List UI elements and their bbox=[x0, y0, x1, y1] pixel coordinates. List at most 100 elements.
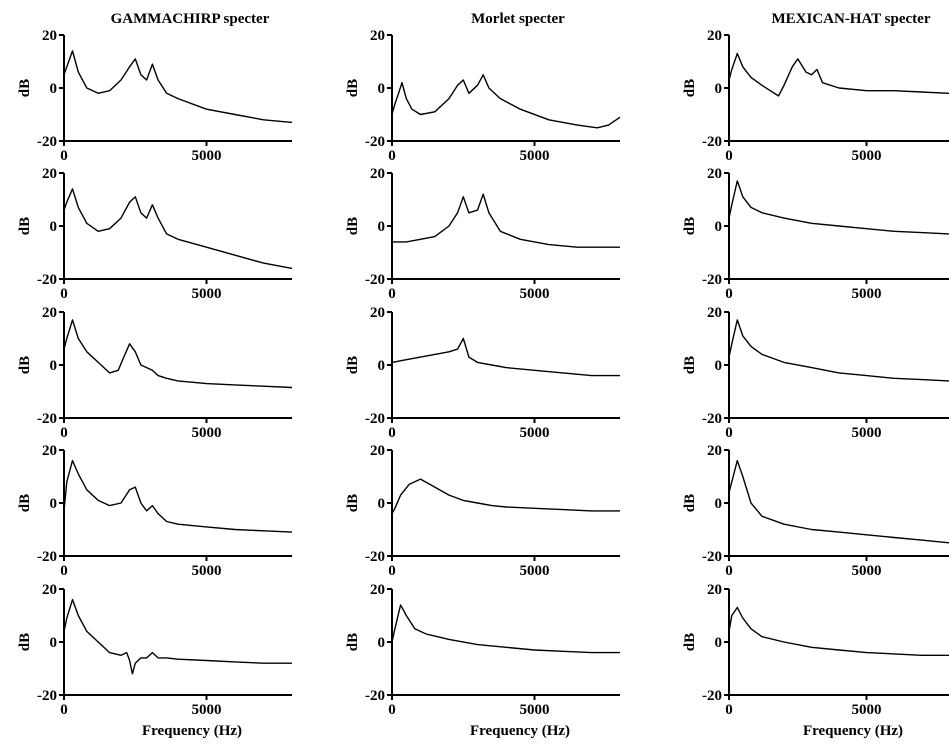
spectrum-line bbox=[63, 319, 293, 389]
spectrum-line bbox=[63, 459, 293, 533]
y-tick-label: 20 bbox=[707, 166, 722, 182]
y-tick-label: -20 bbox=[702, 549, 722, 565]
spectrum-line bbox=[728, 180, 949, 235]
x-tick-label: 5000 bbox=[520, 425, 550, 441]
spectrum-line bbox=[63, 598, 292, 675]
y-tick-label: 20 bbox=[370, 582, 385, 598]
y-tick-label: 20 bbox=[42, 305, 57, 321]
y-tick-label: 20 bbox=[707, 28, 722, 44]
y-axis-label: dB bbox=[17, 494, 33, 512]
y-tick-label: 0 bbox=[50, 219, 58, 235]
y-tick-label: 0 bbox=[378, 358, 386, 374]
y-tick-label: 20 bbox=[42, 443, 57, 459]
y-tick-label: 0 bbox=[50, 496, 58, 512]
x-tick-label: 5000 bbox=[520, 148, 550, 164]
column-title-1: GAMMACHIRP specter bbox=[111, 11, 270, 27]
spectrum-line bbox=[391, 74, 621, 129]
x-tick-label: 5000 bbox=[192, 702, 222, 718]
column-title-2: Morlet specter bbox=[471, 11, 565, 27]
x-tick-label: 5000 bbox=[852, 148, 882, 164]
spectrum-line bbox=[391, 478, 620, 514]
y-tick-label: -20 bbox=[37, 272, 57, 288]
x-tick-label: 0 bbox=[388, 563, 396, 579]
y-tick-label: 0 bbox=[50, 635, 58, 651]
y-tick-label: -20 bbox=[702, 411, 722, 427]
y-axis-label: dB bbox=[345, 356, 361, 374]
spectrum-line bbox=[728, 319, 949, 382]
y-tick-label: -20 bbox=[365, 134, 385, 150]
y-axis-label: dB bbox=[345, 79, 361, 97]
y-tick-label: 20 bbox=[370, 28, 385, 44]
y-tick-label: 20 bbox=[707, 582, 722, 598]
y-tick-label: -20 bbox=[37, 411, 57, 427]
y-tick-label: 0 bbox=[378, 496, 386, 512]
y-tick-label: -20 bbox=[702, 272, 722, 288]
y-axis-label: dB bbox=[682, 217, 698, 235]
y-tick-label: -20 bbox=[365, 411, 385, 427]
y-axis-label: dB bbox=[682, 494, 698, 512]
x-axis-label: Frequency (Hz) bbox=[142, 723, 242, 739]
x-tick-label: 5000 bbox=[852, 425, 882, 441]
x-tick-label: 5000 bbox=[520, 286, 550, 302]
x-tick-label: 0 bbox=[60, 148, 68, 164]
x-tick-label: 0 bbox=[388, 286, 396, 302]
y-axis-label: dB bbox=[682, 79, 698, 97]
x-tick-label: 5000 bbox=[852, 702, 882, 718]
y-tick-label: 0 bbox=[715, 635, 723, 651]
x-tick-label: 5000 bbox=[852, 286, 882, 302]
x-tick-label: 5000 bbox=[192, 563, 222, 579]
y-tick-label: -20 bbox=[702, 688, 722, 704]
y-axis-label: dB bbox=[682, 356, 698, 374]
y-axis-label: dB bbox=[17, 633, 33, 651]
x-axis-label: Frequency (Hz) bbox=[803, 723, 903, 739]
x-tick-label: 0 bbox=[60, 563, 68, 579]
spectrum-line bbox=[63, 188, 293, 270]
x-tick-label: 0 bbox=[725, 148, 733, 164]
y-tick-label: 20 bbox=[42, 28, 57, 44]
y-axis-label: dB bbox=[345, 633, 361, 651]
x-tick-label: 0 bbox=[388, 702, 396, 718]
y-tick-label: 0 bbox=[715, 81, 723, 97]
y-tick-label: 0 bbox=[378, 635, 386, 651]
x-tick-label: 5000 bbox=[192, 148, 222, 164]
x-tick-label: 5000 bbox=[192, 286, 222, 302]
y-tick-label: 20 bbox=[370, 443, 385, 459]
y-tick-label: 20 bbox=[707, 443, 722, 459]
spectrum-line bbox=[392, 193, 620, 248]
y-tick-label: -20 bbox=[365, 549, 385, 565]
spectrum-line bbox=[391, 337, 620, 377]
x-tick-label: 5000 bbox=[192, 425, 222, 441]
spectrum-line bbox=[728, 459, 949, 544]
y-tick-label: 0 bbox=[50, 81, 58, 97]
y-tick-label: 0 bbox=[50, 358, 58, 374]
y-tick-label: -20 bbox=[37, 549, 57, 565]
y-tick-label: 20 bbox=[707, 305, 722, 321]
y-tick-label: 20 bbox=[42, 582, 57, 598]
x-tick-label: 5000 bbox=[520, 563, 550, 579]
x-tick-label: 5000 bbox=[520, 702, 550, 718]
y-tick-label: 20 bbox=[370, 166, 385, 182]
y-tick-label: 20 bbox=[42, 166, 57, 182]
spectrum-line bbox=[391, 604, 620, 654]
y-tick-label: 0 bbox=[715, 219, 723, 235]
y-axis-label: dB bbox=[17, 79, 33, 97]
y-axis-label: dB bbox=[17, 217, 33, 235]
x-tick-label: 0 bbox=[725, 286, 733, 302]
x-tick-label: 0 bbox=[388, 148, 396, 164]
y-tick-label: 0 bbox=[715, 358, 723, 374]
